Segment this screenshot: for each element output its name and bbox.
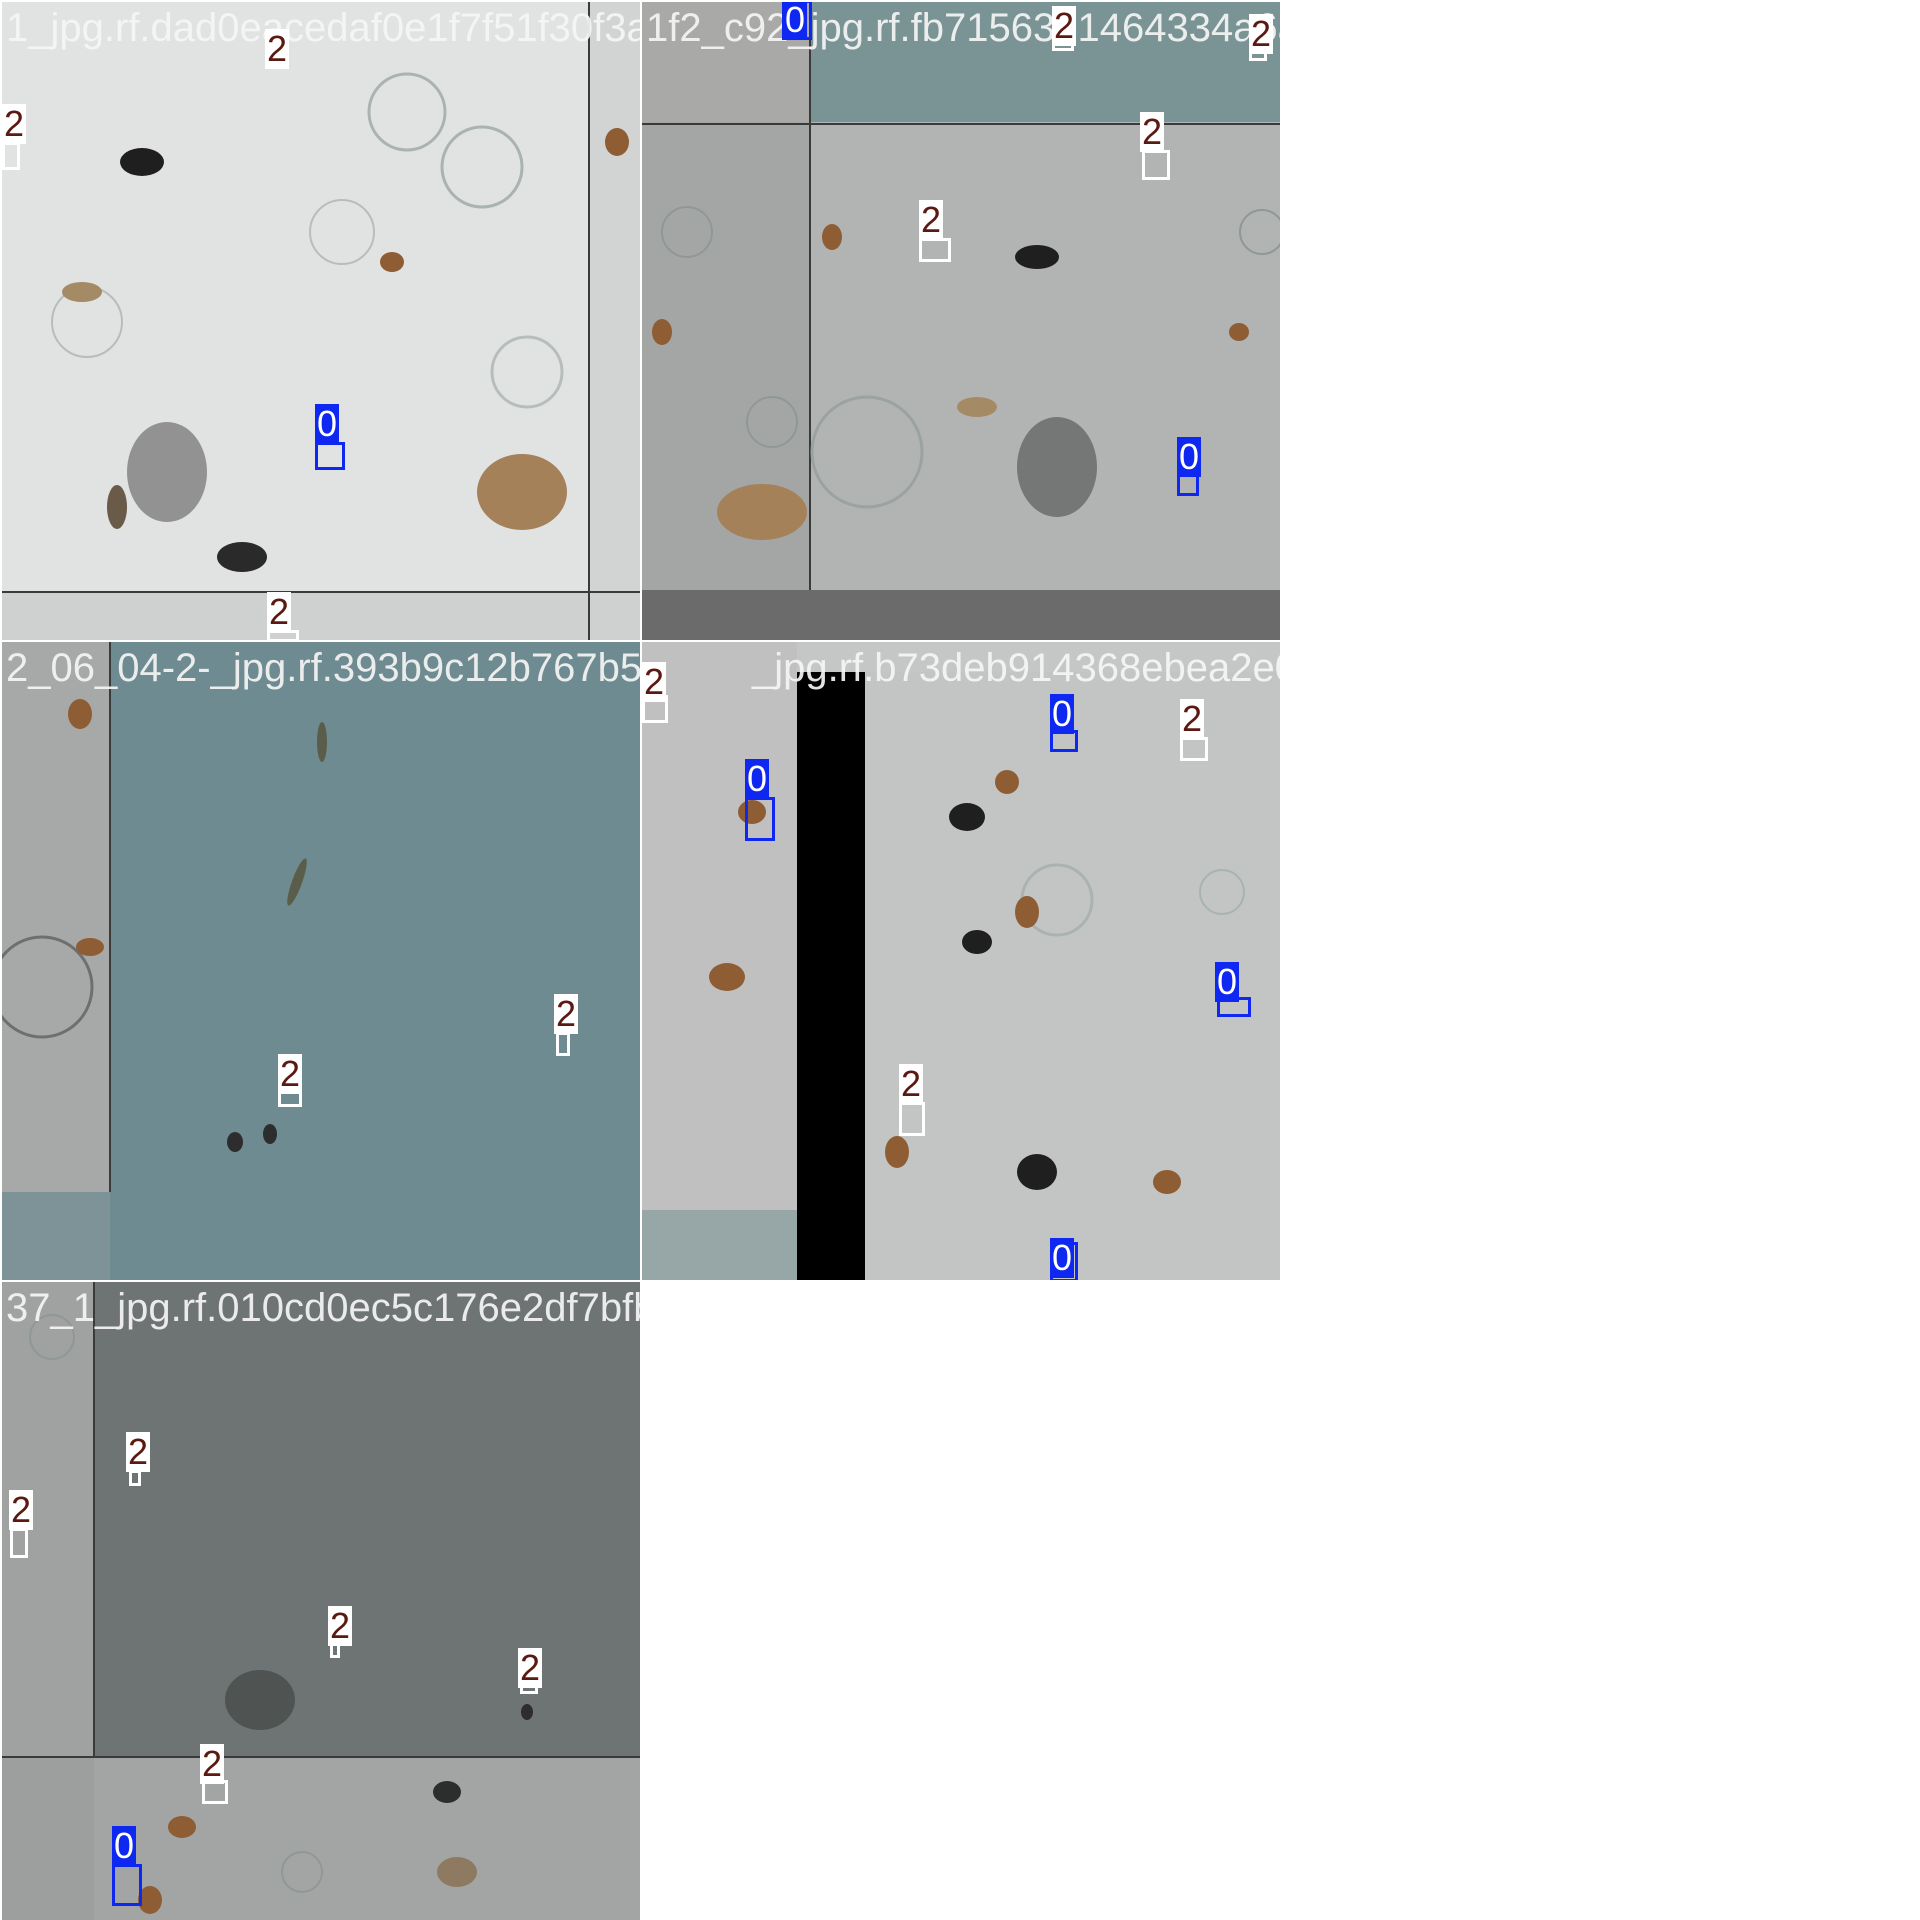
detection-label: 2 bbox=[9, 1489, 34, 1530]
mosaic-tile-5: 37_1_jpg.rf.010cd0ec5c176e2df7bfb8dffe23… bbox=[2, 1282, 640, 1920]
detection-label: 2 bbox=[919, 199, 944, 240]
detection-label: 0 bbox=[1050, 693, 1075, 734]
detection-label: 0 bbox=[315, 403, 340, 444]
detection-label: 2 bbox=[2, 103, 27, 144]
detection-label: 0 bbox=[1215, 961, 1240, 1002]
microscopy-image bbox=[2, 2, 640, 640]
detection-label: 2 bbox=[265, 28, 290, 69]
detection-label: 2 bbox=[554, 993, 579, 1034]
detection-label: 0 bbox=[1050, 1237, 1075, 1278]
mosaic-tile-3: 2_06_04-2-_jpg.rf.393b9c12b767b5c912e34 … bbox=[2, 642, 640, 1280]
detection-label: 2 bbox=[642, 661, 667, 702]
detection-label: 2 bbox=[126, 1431, 151, 1472]
mosaic-tile-2: 1f2_c92_jpg.rf.fb7156391464334a6a0cb36aa… bbox=[642, 2, 1280, 640]
detection-label: 2 bbox=[1180, 698, 1205, 739]
mosaic-tile-4: _jpg.rf.b73deb914368ebea2e0edb4753f4 2 0… bbox=[642, 642, 1280, 1280]
detection-label: 0 bbox=[1177, 436, 1202, 477]
microscopy-image bbox=[642, 642, 1280, 1280]
mosaic-tile-1: 1_jpg.rf.dad0eacedaf0e1f7f51f30f3a4f72d4… bbox=[2, 2, 640, 640]
detection-label: 2 bbox=[200, 1743, 225, 1784]
detection-label: 2 bbox=[1140, 111, 1165, 152]
microscopy-image bbox=[2, 642, 640, 1280]
detection-label: 2 bbox=[1052, 5, 1077, 46]
microscopy-image bbox=[642, 2, 1280, 640]
detection-label: 0 bbox=[112, 1825, 137, 1866]
microscopy-image bbox=[2, 1282, 640, 1920]
detection-label: 2 bbox=[1249, 13, 1274, 54]
detection-label: 2 bbox=[278, 1053, 303, 1094]
detection-label: 0 bbox=[745, 758, 770, 799]
detection-label: 2 bbox=[518, 1647, 543, 1688]
detection-label: 2 bbox=[328, 1605, 353, 1646]
detection-label: 0 bbox=[783, 2, 808, 40]
detection-label: 2 bbox=[267, 591, 292, 632]
detection-label: 2 bbox=[899, 1063, 924, 1104]
